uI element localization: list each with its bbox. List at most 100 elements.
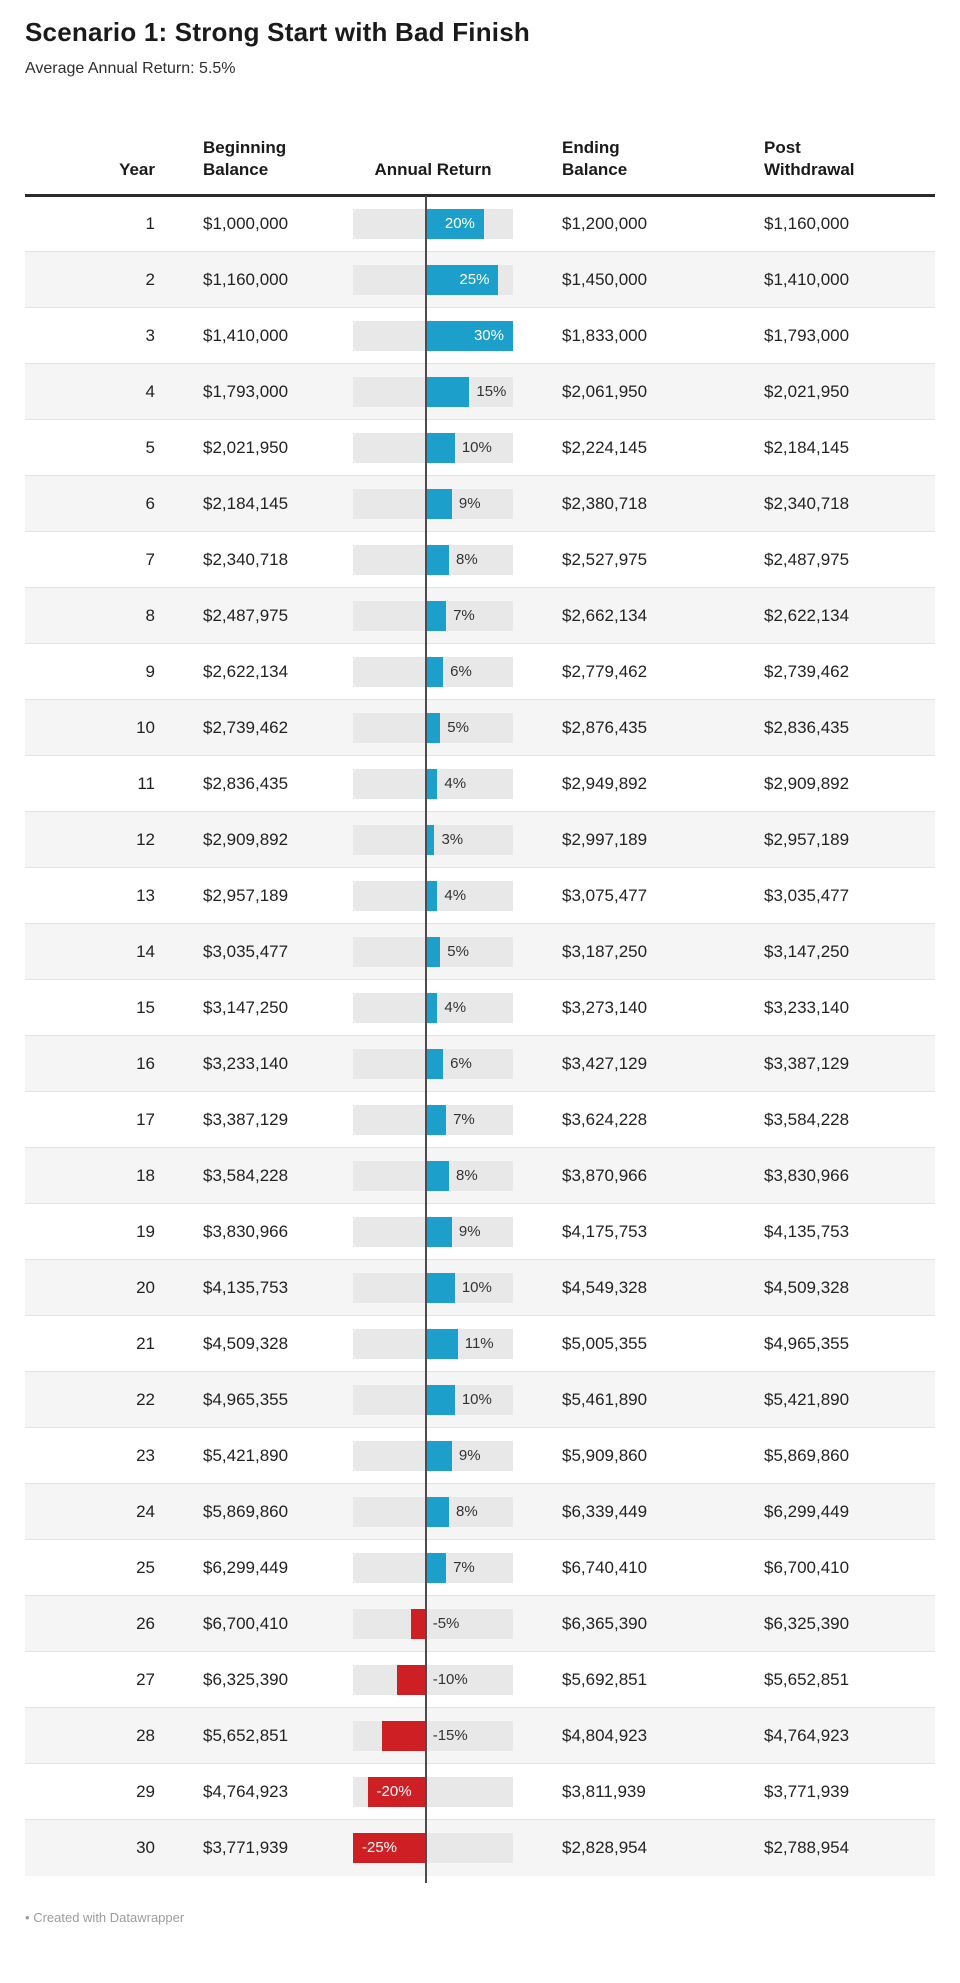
annual-return-cell: 8% — [353, 531, 513, 588]
beginning-balance-cell: $1,793,000 — [155, 363, 353, 420]
col-header-label: Ending — [562, 138, 620, 157]
ending-balance-cell: $2,224,145 — [513, 419, 762, 476]
col-header-annual-return: Annual Return — [353, 137, 513, 197]
table-row: 4 $1,793,000 15% $2,061,950 $2,021,950 — [25, 363, 935, 420]
post-withdrawal-cell: $3,233,140 — [762, 979, 935, 1036]
return-bar — [425, 544, 449, 575]
table-row: 25 $6,299,449 7% $6,740,410 $6,700,410 — [25, 1539, 935, 1596]
beginning-balance-cell: $6,299,449 — [155, 1539, 353, 1596]
post-withdrawal-cell: $2,788,954 — [762, 1819, 935, 1876]
post-withdrawal-cell: $2,622,134 — [762, 587, 935, 644]
table-row: 15 $3,147,250 4% $3,273,140 $3,233,140 — [25, 979, 935, 1036]
year-cell: 17 — [25, 1091, 155, 1148]
zero-axis-line — [425, 1819, 427, 1883]
zero-axis-line — [425, 1371, 427, 1427]
attribution: • Created with Datawrapper — [25, 1910, 935, 1925]
post-withdrawal-cell: $2,021,950 — [762, 363, 935, 420]
return-bar-label: -25% — [362, 1838, 398, 1856]
ending-balance-cell: $2,380,718 — [513, 475, 762, 532]
return-bar-track: 7% — [353, 1552, 513, 1583]
post-withdrawal-cell: $5,869,860 — [762, 1427, 935, 1484]
post-withdrawal-cell: $6,299,449 — [762, 1483, 935, 1540]
table-row: 10 $2,739,462 5% $2,876,435 $2,836,435 — [25, 699, 935, 756]
return-bar-track: -10% — [353, 1664, 513, 1695]
year-cell: 13 — [25, 867, 155, 924]
col-header-ending-balance: Ending Balance — [513, 137, 762, 197]
table-row: 29 $4,764,923 -20% $3,811,939 $3,771,939 — [25, 1763, 935, 1820]
return-bar-label: 9% — [458, 1222, 481, 1240]
beginning-balance-cell: $4,965,355 — [155, 1371, 353, 1428]
chart-title: Scenario 1: Strong Start with Bad Finish — [25, 17, 530, 47]
year-cell: 16 — [25, 1035, 155, 1092]
zero-axis-line — [425, 755, 427, 811]
return-bar — [425, 320, 513, 351]
table-row: 22 $4,965,355 10% $5,461,890 $5,421,890 — [25, 1371, 935, 1428]
annual-return-cell: 10% — [353, 1259, 513, 1316]
zero-axis-line — [425, 307, 427, 363]
annual-return-cell: 9% — [353, 1427, 513, 1484]
ending-balance-cell: $4,549,328 — [513, 1259, 762, 1316]
return-bar-label: 8% — [456, 550, 478, 568]
post-withdrawal-cell: $3,771,939 — [762, 1763, 935, 1820]
table-row: 2 $1,160,000 25% $1,450,000 $1,410,000 — [25, 251, 935, 308]
annual-return-cell: -20% — [353, 1763, 513, 1820]
return-bar — [425, 264, 499, 295]
return-bar — [425, 768, 438, 799]
post-withdrawal-cell: $3,830,966 — [762, 1147, 935, 1204]
zero-axis-line — [425, 1539, 427, 1595]
return-bar — [425, 1160, 449, 1191]
table-row: 26 $6,700,410 -5% $6,365,390 $6,325,390 — [25, 1595, 935, 1652]
year-cell: 30 — [25, 1819, 155, 1876]
return-bar-label: 5% — [447, 942, 469, 960]
return-bar-label: 8% — [456, 1166, 478, 1184]
table-row: 8 $2,487,975 7% $2,662,134 $2,622,134 — [25, 587, 935, 644]
return-bar-label: -5% — [432, 1614, 460, 1632]
col-header-year: Year — [25, 137, 155, 197]
attribution-text: Created with Datawrapper — [33, 1909, 185, 1925]
return-bar-track: 4% — [353, 880, 513, 911]
table-row: 19 $3,830,966 9% $4,175,753 $4,135,753 — [25, 1203, 935, 1260]
return-bar-label: -20% — [376, 1782, 412, 1800]
post-withdrawal-cell: $3,147,250 — [762, 923, 935, 980]
ending-balance-cell: $5,005,355 — [513, 1315, 762, 1372]
return-bar-track: 8% — [353, 1496, 513, 1527]
year-cell: 12 — [25, 811, 155, 868]
ending-balance-cell: $4,804,923 — [513, 1707, 762, 1764]
return-bar — [425, 209, 484, 239]
post-withdrawal-cell: $1,793,000 — [762, 307, 935, 364]
beginning-balance-cell: $2,957,189 — [155, 867, 353, 924]
return-bar-track: 11% — [353, 1328, 513, 1359]
post-withdrawal-cell: $2,909,892 — [762, 755, 935, 812]
col-header-label: Balance — [562, 160, 628, 179]
post-withdrawal-cell: $4,764,923 — [762, 1707, 935, 1764]
zero-axis-line — [425, 979, 427, 1035]
table-row: 11 $2,836,435 4% $2,949,892 $2,909,892 — [25, 755, 935, 812]
ending-balance-cell: $2,949,892 — [513, 755, 762, 812]
post-withdrawal-cell: $2,836,435 — [762, 699, 935, 756]
return-bar — [425, 1440, 452, 1471]
year-cell: 26 — [25, 1595, 155, 1652]
return-bar-track: 25% — [353, 264, 513, 295]
return-bar — [425, 1104, 447, 1135]
year-cell: 3 — [25, 307, 155, 364]
return-bar — [396, 1664, 426, 1695]
return-bar-track: 4% — [353, 992, 513, 1023]
return-bar-track: 9% — [353, 1440, 513, 1471]
return-bar-label: 8% — [456, 1502, 478, 1520]
post-withdrawal-cell: $2,184,145 — [762, 419, 935, 476]
annual-return-cell: 11% — [353, 1315, 513, 1372]
table-row: 24 $5,869,860 8% $6,339,449 $6,299,449 — [25, 1483, 935, 1540]
return-bar — [425, 488, 452, 519]
ending-balance-cell: $3,187,250 — [513, 923, 762, 980]
return-bar-track: 8% — [353, 544, 513, 575]
annual-return-cell: -10% — [353, 1651, 513, 1708]
year-cell: 11 — [25, 755, 155, 812]
annual-return-cell: 4% — [353, 979, 513, 1036]
year-cell: 29 — [25, 1763, 155, 1820]
return-bar-label: 3% — [441, 830, 464, 848]
datawrapper-chart: Scenario 1: Strong Start with Bad Finish… — [25, 0, 935, 1955]
zero-axis-line — [425, 587, 427, 643]
return-bar — [425, 1216, 452, 1247]
zero-axis-line — [425, 363, 427, 419]
return-bar-label: 11% — [464, 1334, 494, 1352]
